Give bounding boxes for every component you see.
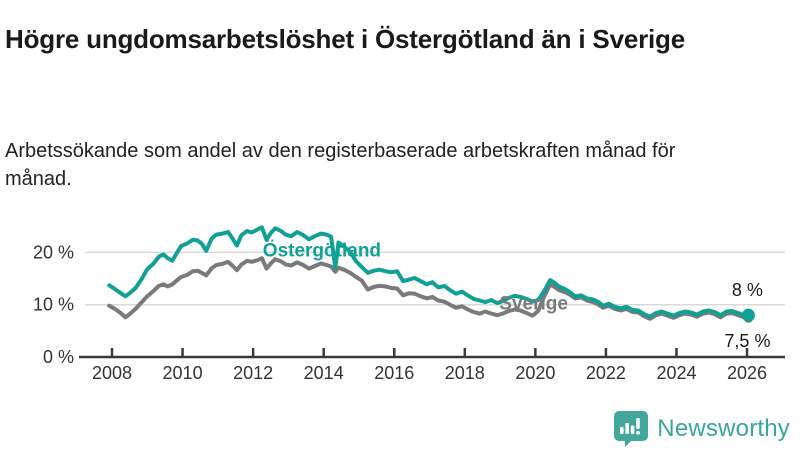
x-tick-label-2020: 2020 xyxy=(515,363,555,383)
x-tick-label-2012: 2012 xyxy=(233,363,273,383)
newsworthy-wordmark: Newsworthy xyxy=(657,414,790,442)
x-tick-label-2022: 2022 xyxy=(586,363,626,383)
end-value-label-sverige: 7,5 % xyxy=(724,331,770,351)
series-label-sverige: Sverige xyxy=(499,294,568,315)
x-tick-label-2010: 2010 xyxy=(163,363,203,383)
end-value-label-östergötland: 8 % xyxy=(732,280,763,300)
series-end-dot-östergötland xyxy=(741,308,755,322)
series-label-östergötland: Östergötland xyxy=(263,240,381,261)
exclamation-bar xyxy=(636,418,641,429)
x-tick-label-2008: 2008 xyxy=(92,363,132,383)
newsworthy-logo-icon xyxy=(614,411,649,447)
chart-subtitle: Arbetssökande som andel av den registerb… xyxy=(5,140,676,190)
series-line-östergötland xyxy=(107,225,751,319)
x-tick-label-2014: 2014 xyxy=(304,363,344,383)
x-tick-label-2024: 2024 xyxy=(656,363,696,383)
y-tick-label-0: 0 % xyxy=(43,347,74,367)
exclamation-dot xyxy=(636,431,641,435)
y-tick-label-20: 20 % xyxy=(33,242,74,262)
newsworthy-logo[interactable]: Newsworthy xyxy=(613,410,790,447)
x-tick-label-2016: 2016 xyxy=(374,363,414,383)
x-tick-label-2026: 2026 xyxy=(727,363,767,383)
series-line-sverige xyxy=(107,256,751,321)
x-tick-label-2018: 2018 xyxy=(445,363,485,383)
bar-chart-glyph xyxy=(620,418,641,435)
page-title: Högre ungdomsarbetslöshet i Östergötland… xyxy=(5,24,685,55)
y-tick-label-10: 10 % xyxy=(33,295,74,315)
